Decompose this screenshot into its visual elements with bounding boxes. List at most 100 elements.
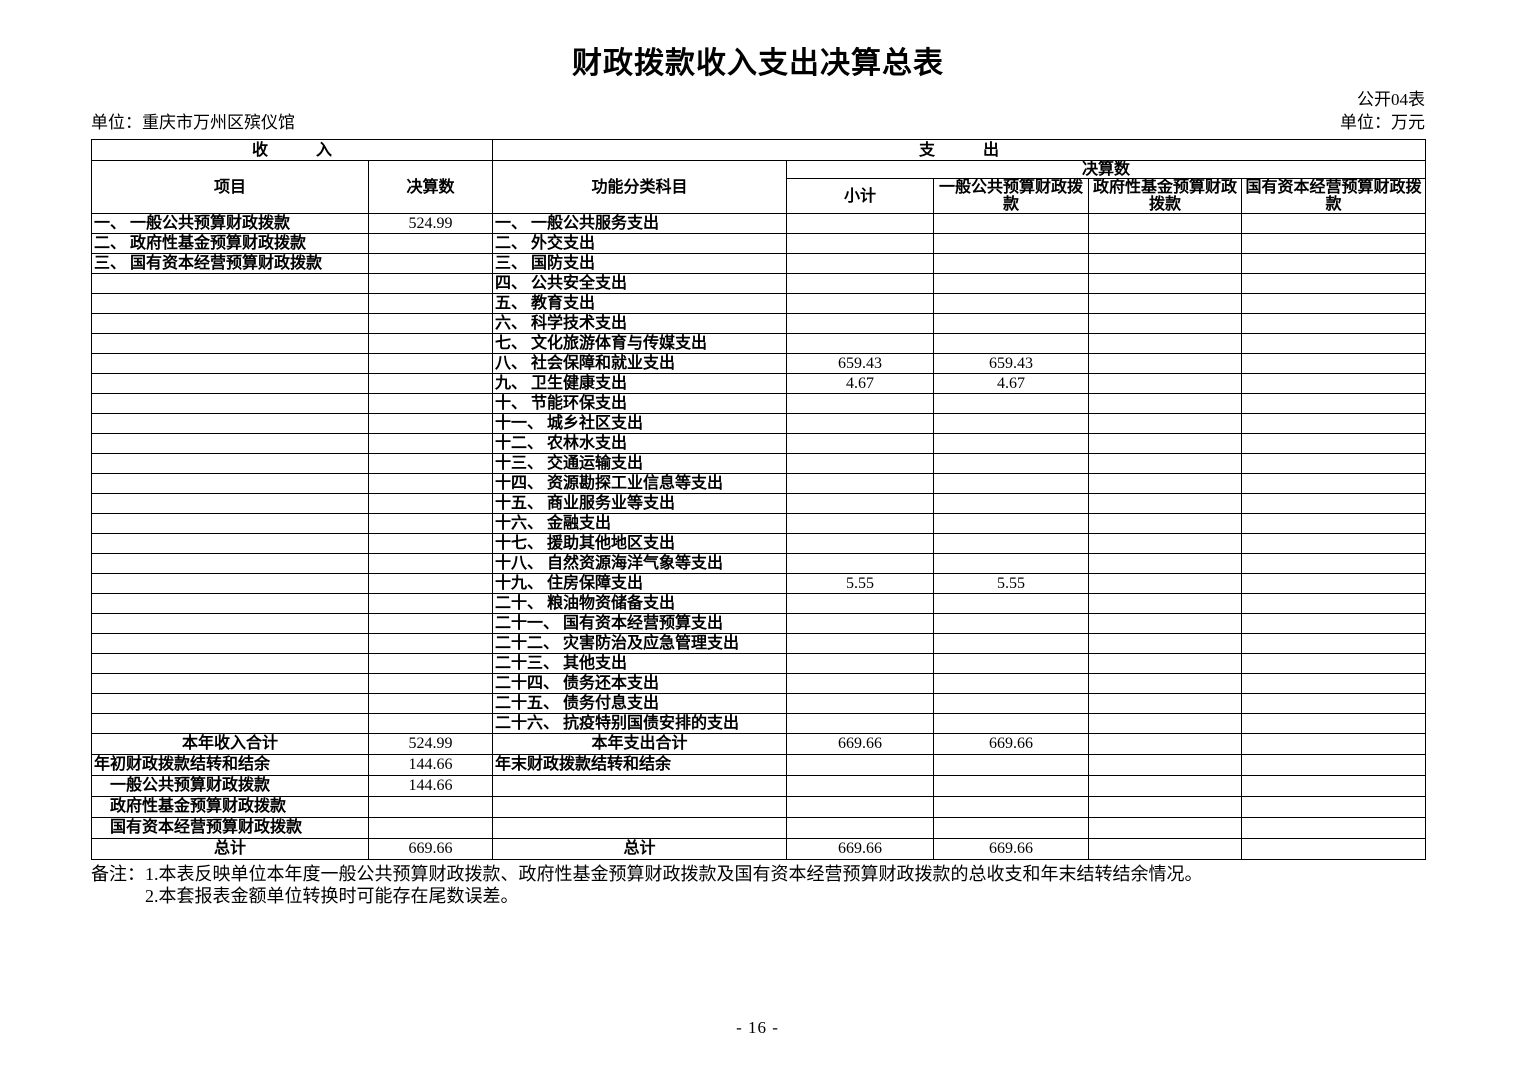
income-item-cell — [91, 293, 369, 314]
table-row: 十、 节能环保支出 — [91, 393, 1427, 414]
expense-subtotal-cell — [786, 393, 935, 414]
income-item-cell — [91, 273, 369, 294]
income-item-cell — [91, 713, 369, 734]
expense-govfund-cell — [1088, 513, 1243, 534]
income-amount-cell — [367, 613, 494, 634]
expense-govfund-cell — [1088, 413, 1243, 434]
expense-statecap-cell — [1241, 513, 1427, 534]
col-header-item: 项目 — [91, 160, 369, 214]
expense-statecap-cell — [1241, 493, 1427, 514]
expense-statecap-cell — [1241, 253, 1427, 274]
expense-general-cell — [933, 533, 1090, 554]
income-amount-cell — [367, 817, 494, 839]
expense-govfund-cell — [1088, 613, 1243, 634]
expense-govfund-cell — [1088, 333, 1243, 354]
notes: 备注：1.本表反映单位本年度一般公共预算财政拨款、政府性基金预算财政拨款及国有资… — [91, 863, 1425, 907]
expense-subtotal-cell — [786, 713, 935, 734]
expense-govfund-cell — [1088, 733, 1243, 755]
expense-item-cell: 七、 文化旅游体育与传媒支出 — [492, 333, 788, 354]
expense-general-cell: 669.66 — [933, 733, 1090, 755]
expense-general-cell — [933, 653, 1090, 674]
table-row: 十九、 住房保障支出 5.55 5.55 — [91, 573, 1427, 594]
expense-general-cell — [933, 453, 1090, 474]
expense-statecap-cell — [1241, 413, 1427, 434]
income-item-cell — [91, 653, 369, 674]
fiscal-table: 收 入 支 出 项目 决算数 功能分类科目 决算数 小计 一般公共预算财政拨款 … — [90, 139, 1427, 860]
expense-item-cell: 八、 社会保障和就业支出 — [492, 353, 788, 374]
income-amount-cell — [367, 493, 494, 514]
income-amount-cell — [367, 393, 494, 414]
expense-general-cell — [933, 413, 1090, 434]
expense-subtotal-cell — [786, 653, 935, 674]
col-header-state-capital: 国有资本经营预算财政拨款 — [1241, 178, 1427, 214]
table-row: 十八、 自然资源海洋气象等支出 — [91, 553, 1427, 574]
income-item-cell — [91, 693, 369, 714]
expense-govfund-cell — [1088, 273, 1243, 294]
expense-item-cell: 十五、 商业服务业等支出 — [492, 493, 788, 514]
expense-govfund-cell — [1088, 293, 1243, 314]
table-body: 一、 一般公共预算财政拨款 524.99 一、 一般公共服务支出 二、 政府性基金预算… — [91, 213, 1427, 734]
income-item-cell — [91, 553, 369, 574]
expense-statecap-cell — [1241, 273, 1427, 294]
expense-subtotal-cell — [786, 453, 935, 474]
expense-item-cell: 九、 卫生健康支出 — [492, 373, 788, 394]
expense-general-cell — [933, 493, 1090, 514]
expense-item-cell: 二十一、 国有资本经营预算支出 — [492, 613, 788, 634]
income-item-cell: 总计 — [91, 838, 369, 860]
summary-row: 一般公共预算财政拨款 144.66 — [91, 775, 1427, 797]
income-amount-cell — [367, 533, 494, 554]
expense-item-cell: 十三、 交通运输支出 — [492, 453, 788, 474]
expense-item-cell — [492, 775, 788, 797]
expense-general-cell — [933, 796, 1090, 818]
expense-statecap-cell — [1241, 233, 1427, 254]
expense-statecap-cell — [1241, 693, 1427, 714]
unit-measure: 单位：万元 — [1340, 113, 1425, 132]
income-amount-cell: 524.99 — [367, 733, 494, 755]
expense-item-cell: 三、 国防支出 — [492, 253, 788, 274]
expense-subtotal-cell: 669.66 — [786, 838, 935, 860]
expense-item-cell: 十九、 住房保障支出 — [492, 573, 788, 594]
income-item-cell — [91, 593, 369, 614]
expense-statecap-cell — [1241, 213, 1427, 234]
summary-row: 本年收入合计 524.99 本年支出合计 669.66 669.66 — [91, 733, 1427, 755]
expense-subtotal-cell — [786, 233, 935, 254]
income-item-cell: 政府性基金预算财政拨款 — [91, 796, 369, 818]
col-header-gov-fund: 政府性基金预算财政拨款 — [1088, 178, 1243, 214]
expense-statecap-cell — [1241, 533, 1427, 554]
expense-subtotal-cell — [786, 493, 935, 514]
table-row: 二十三、 其他支出 — [91, 653, 1427, 674]
expense-govfund-cell — [1088, 373, 1243, 394]
expense-item-cell: 一、 一般公共服务支出 — [492, 213, 788, 234]
expense-govfund-cell — [1088, 433, 1243, 454]
table-row: 三、 国有资本经营预算财政拨款 三、 国防支出 — [91, 253, 1427, 274]
expense-item-cell: 十一、 城乡社区支出 — [492, 413, 788, 434]
expense-govfund-cell — [1088, 473, 1243, 494]
expense-general-cell — [933, 433, 1090, 454]
expense-general-cell — [933, 593, 1090, 614]
expense-item-cell: 十、 节能环保支出 — [492, 393, 788, 414]
expense-statecap-cell — [1241, 653, 1427, 674]
income-item-cell: 国有资本经营预算财政拨款 — [91, 817, 369, 839]
expense-general-cell — [933, 633, 1090, 654]
expense-statecap-cell — [1241, 713, 1427, 734]
expense-subtotal-cell — [786, 775, 935, 797]
table-row: 五、 教育支出 — [91, 293, 1427, 314]
income-amount-cell — [367, 796, 494, 818]
expense-statecap-cell — [1241, 473, 1427, 494]
income-item-cell: 三、 国有资本经营预算财政拨款 — [91, 253, 369, 274]
expense-general-cell — [933, 273, 1090, 294]
col-header-functional-subject: 功能分类科目 — [492, 160, 788, 214]
expense-statecap-cell — [1241, 553, 1427, 574]
expense-subtotal-cell — [786, 633, 935, 654]
expense-statecap-cell — [1241, 796, 1427, 818]
column-header-row-2: 小计 一般公共预算财政拨款 政府性基金预算财政拨款 国有资本经营预算财政拨款 — [92, 178, 1427, 214]
expense-statecap-cell — [1241, 754, 1427, 776]
expense-general-cell — [933, 393, 1090, 414]
income-section-header: 收 入 — [90, 139, 494, 161]
col-header-general-budget: 一般公共预算财政拨款 — [933, 178, 1090, 214]
unit-name: 单位：重庆市万州区殡仪馆 — [91, 113, 295, 132]
document-content: 财政拨款收入支出决算总表 公开04表 单位：重庆市万州区殡仪馆 单位：万元 收 … — [90, 0, 1427, 907]
income-amount-cell — [367, 633, 494, 654]
expense-govfund-cell — [1088, 573, 1243, 594]
expense-govfund-cell — [1088, 817, 1243, 839]
